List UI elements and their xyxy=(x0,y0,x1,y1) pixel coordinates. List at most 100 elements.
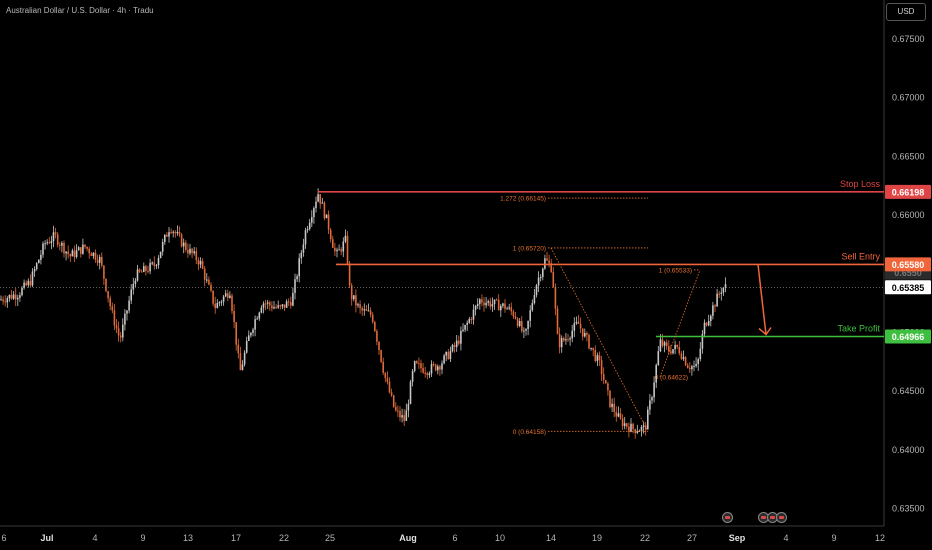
y-tick-label: 0.63500 xyxy=(892,504,925,514)
candle-body xyxy=(422,368,424,373)
candle-body xyxy=(218,302,221,304)
candle-body xyxy=(359,304,361,309)
candle-body xyxy=(508,307,510,309)
candle-body xyxy=(672,349,674,354)
candle-body xyxy=(458,340,460,344)
candle-body xyxy=(279,305,282,307)
candle-body xyxy=(623,423,626,427)
candle-body xyxy=(88,248,90,254)
x-tick-label: 22 xyxy=(279,533,289,543)
economic-event-icon[interactable] xyxy=(722,512,733,523)
candle-body xyxy=(124,313,126,325)
candle-body xyxy=(705,322,708,326)
candle-body xyxy=(317,194,319,202)
candle-body xyxy=(449,351,452,360)
x-tick-label: 4 xyxy=(783,533,788,543)
candle-body xyxy=(533,295,536,304)
candle-body xyxy=(468,318,471,323)
candle-body xyxy=(149,262,151,272)
candle-body xyxy=(304,230,307,245)
candle-body xyxy=(443,355,445,364)
candle-body xyxy=(329,229,332,240)
candle-body xyxy=(518,321,521,326)
stop-loss-price-tag-bg xyxy=(885,184,931,199)
candle-body xyxy=(701,333,704,349)
candle-body xyxy=(138,269,141,272)
candle-body xyxy=(161,241,164,252)
candle-body xyxy=(277,305,279,308)
candle-body xyxy=(382,361,384,373)
candle-body xyxy=(409,381,412,404)
fib-level-label: 0 (0.64622) xyxy=(655,374,688,381)
candle-body xyxy=(693,365,695,367)
sell-entry-label: Sell Entry xyxy=(841,251,880,261)
candle-body xyxy=(281,304,284,307)
candle-body xyxy=(621,418,624,427)
candle-body xyxy=(98,256,101,263)
candle-body xyxy=(290,302,292,306)
candle-body xyxy=(271,305,273,309)
candle-body xyxy=(29,280,32,286)
candle-body xyxy=(239,353,242,371)
candle-body xyxy=(311,217,313,223)
x-tick-label: 6 xyxy=(1,533,6,543)
candle-body xyxy=(321,202,324,204)
candle-body xyxy=(40,254,42,260)
candle-body xyxy=(119,335,122,338)
candle-body xyxy=(178,232,181,235)
take-profit-label: Take Profit xyxy=(837,323,880,333)
x-tick-label: 14 xyxy=(546,533,556,543)
candle-body xyxy=(208,279,210,285)
candle-body xyxy=(80,247,82,254)
y-tick-label: 0.66500 xyxy=(892,151,925,161)
candle-body xyxy=(222,296,225,302)
candle-body xyxy=(479,299,481,304)
candle-body xyxy=(411,370,414,382)
candle-body xyxy=(212,290,214,304)
candle-body xyxy=(384,372,387,379)
candle-body xyxy=(485,302,487,306)
candle-body xyxy=(539,277,542,279)
candle-body xyxy=(101,256,103,266)
candle-body xyxy=(159,251,162,259)
candle-body xyxy=(84,244,86,247)
candle-body xyxy=(75,250,78,258)
candle-body xyxy=(201,260,204,269)
candle-body xyxy=(653,382,655,398)
candle-body xyxy=(405,410,408,421)
candle-body xyxy=(592,347,594,350)
candle-body xyxy=(710,315,712,322)
candle-body xyxy=(403,415,405,421)
economic-event-icon[interactable] xyxy=(776,512,787,523)
candle-body xyxy=(361,308,363,311)
x-tick-label: Aug xyxy=(399,533,417,543)
candle-body xyxy=(10,294,13,299)
candle-body xyxy=(365,309,368,311)
candle-body xyxy=(283,304,286,308)
candle-body xyxy=(50,241,53,244)
candle-body xyxy=(12,294,15,299)
candle-body xyxy=(674,344,676,350)
candle-body xyxy=(594,349,597,361)
candle-body xyxy=(21,288,23,296)
candle-body xyxy=(493,299,496,305)
candle-body xyxy=(430,364,433,374)
candle-body xyxy=(147,270,149,272)
candle-body xyxy=(132,283,135,290)
candle-body xyxy=(474,305,477,310)
candle-body xyxy=(529,310,531,321)
candle-body xyxy=(512,311,515,317)
candle-body xyxy=(575,321,578,324)
candle-body xyxy=(413,361,416,371)
candle-body xyxy=(640,426,643,431)
currency-button[interactable]: USD xyxy=(886,3,926,21)
candle-body xyxy=(659,339,662,352)
projection-arrow-shaft xyxy=(757,264,767,335)
candle-body xyxy=(453,345,456,347)
candle-body xyxy=(0,299,2,301)
candle-body xyxy=(697,359,699,365)
candle-body xyxy=(371,314,374,322)
candle-body xyxy=(264,303,267,305)
y-tick-label: 0.66000 xyxy=(892,210,925,220)
